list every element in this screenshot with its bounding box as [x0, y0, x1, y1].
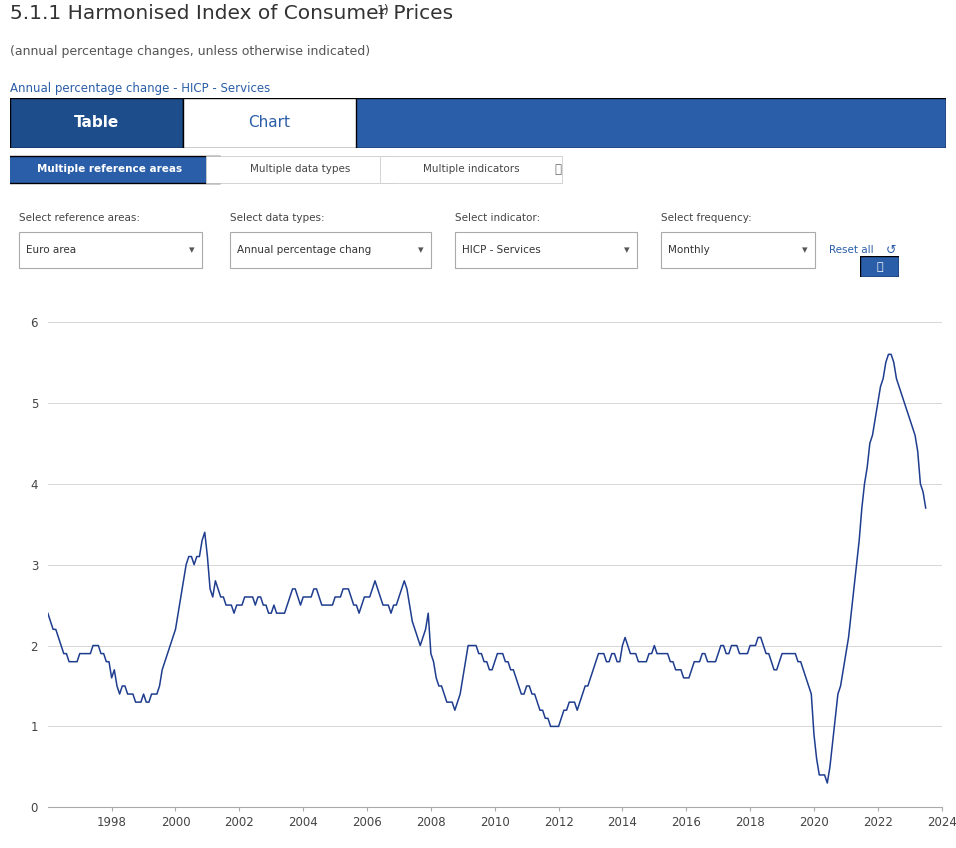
- FancyBboxPatch shape: [206, 156, 394, 183]
- Text: 1): 1): [377, 4, 389, 17]
- Text: ▾: ▾: [418, 245, 424, 255]
- Text: Annual percentage change - HICP - Services: Annual percentage change - HICP - Servic…: [10, 82, 270, 95]
- Text: Select indicator:: Select indicator:: [454, 213, 540, 223]
- Text: 5.1.1 Harmonised Index of Consumer Prices: 5.1.1 Harmonised Index of Consumer Price…: [10, 4, 453, 23]
- Text: Multiple indicators: Multiple indicators: [423, 165, 519, 175]
- Text: Annual percentage chang: Annual percentage chang: [237, 245, 372, 255]
- FancyBboxPatch shape: [183, 98, 357, 148]
- Text: Chart: Chart: [249, 115, 291, 131]
- FancyBboxPatch shape: [380, 156, 562, 183]
- Text: Select reference areas:: Select reference areas:: [19, 213, 140, 223]
- FancyBboxPatch shape: [0, 156, 220, 183]
- FancyBboxPatch shape: [860, 256, 899, 277]
- Text: Reset all: Reset all: [829, 245, 874, 255]
- Text: ⓘ: ⓘ: [554, 163, 561, 176]
- Text: ▾: ▾: [624, 245, 630, 255]
- FancyBboxPatch shape: [661, 232, 815, 269]
- FancyBboxPatch shape: [229, 232, 431, 269]
- Text: Multiple data types: Multiple data types: [250, 165, 350, 175]
- Text: Select frequency:: Select frequency:: [661, 213, 751, 223]
- Text: Multiple reference areas: Multiple reference areas: [37, 165, 183, 175]
- FancyBboxPatch shape: [19, 232, 202, 269]
- Text: (annual percentage changes, unless otherwise indicated): (annual percentage changes, unless other…: [10, 45, 370, 58]
- Text: Select data types:: Select data types:: [229, 213, 324, 223]
- FancyBboxPatch shape: [454, 232, 638, 269]
- Text: Euro area: Euro area: [27, 245, 76, 255]
- Text: HICP - Services: HICP - Services: [462, 245, 541, 255]
- Text: Monthly: Monthly: [668, 245, 710, 255]
- Text: Table: Table: [74, 115, 120, 131]
- FancyBboxPatch shape: [10, 98, 946, 148]
- Text: ▾: ▾: [802, 245, 808, 255]
- Text: ⎙: ⎙: [877, 262, 882, 271]
- FancyBboxPatch shape: [10, 98, 183, 148]
- Text: ▾: ▾: [188, 245, 194, 255]
- Text: ↺: ↺: [885, 243, 896, 257]
